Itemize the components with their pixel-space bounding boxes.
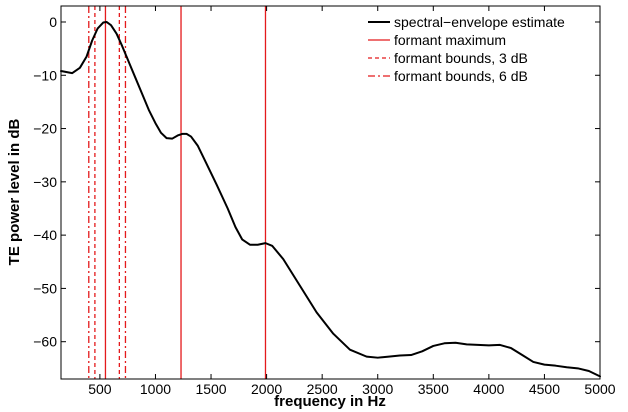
- y-tick-label-1: −10: [33, 67, 57, 83]
- series-line-0: [60, 20, 601, 378]
- y-axis-title: TE power level in dB: [6, 118, 23, 265]
- legend-label-3: formant bounds, 6 dB: [394, 68, 528, 84]
- y-tick-label-2: −20: [33, 121, 57, 137]
- x-axis-title: frequency in Hz: [274, 393, 386, 410]
- plot-area: [61, 6, 600, 379]
- legend-label-2: formant bounds, 3 dB: [394, 50, 528, 66]
- x-tick-label-6: 3500: [418, 381, 449, 397]
- x-tick-label-5: 3000: [362, 381, 393, 397]
- series-layer: [60, 20, 601, 378]
- y-tick-label-0: 0: [49, 14, 57, 30]
- y-tick-label-4: −40: [33, 227, 57, 243]
- axis-ticks: 500 1000 1500 2000 2500 3000 3500 4000 4500 5000 0…: [33, 6, 616, 397]
- x-tick-label-8: 4500: [529, 381, 560, 397]
- x-tick-label-4: 2500: [307, 381, 338, 397]
- x-tick-label-1: 1000: [140, 381, 171, 397]
- y-tick-label-5: −50: [33, 280, 57, 296]
- x-tick-label-2: 1500: [195, 381, 226, 397]
- x-tick-label-3: 2000: [251, 381, 282, 397]
- x-tick-label-0: 500: [88, 381, 112, 397]
- y-tick-label-3: −30: [33, 174, 57, 190]
- formant-lines: [88, 6, 267, 379]
- x-tick-label-7: 4000: [473, 381, 504, 397]
- legend-label-1: formant maximum: [394, 32, 506, 48]
- plot-frame: [60, 5, 601, 380]
- x-tick-label-9: 5000: [584, 381, 615, 397]
- legend: spectral−envelope estimate formant maximu…: [368, 14, 565, 84]
- legend-label-0: spectral−envelope estimate: [394, 14, 565, 30]
- y-tick-label-6: −60: [33, 334, 57, 350]
